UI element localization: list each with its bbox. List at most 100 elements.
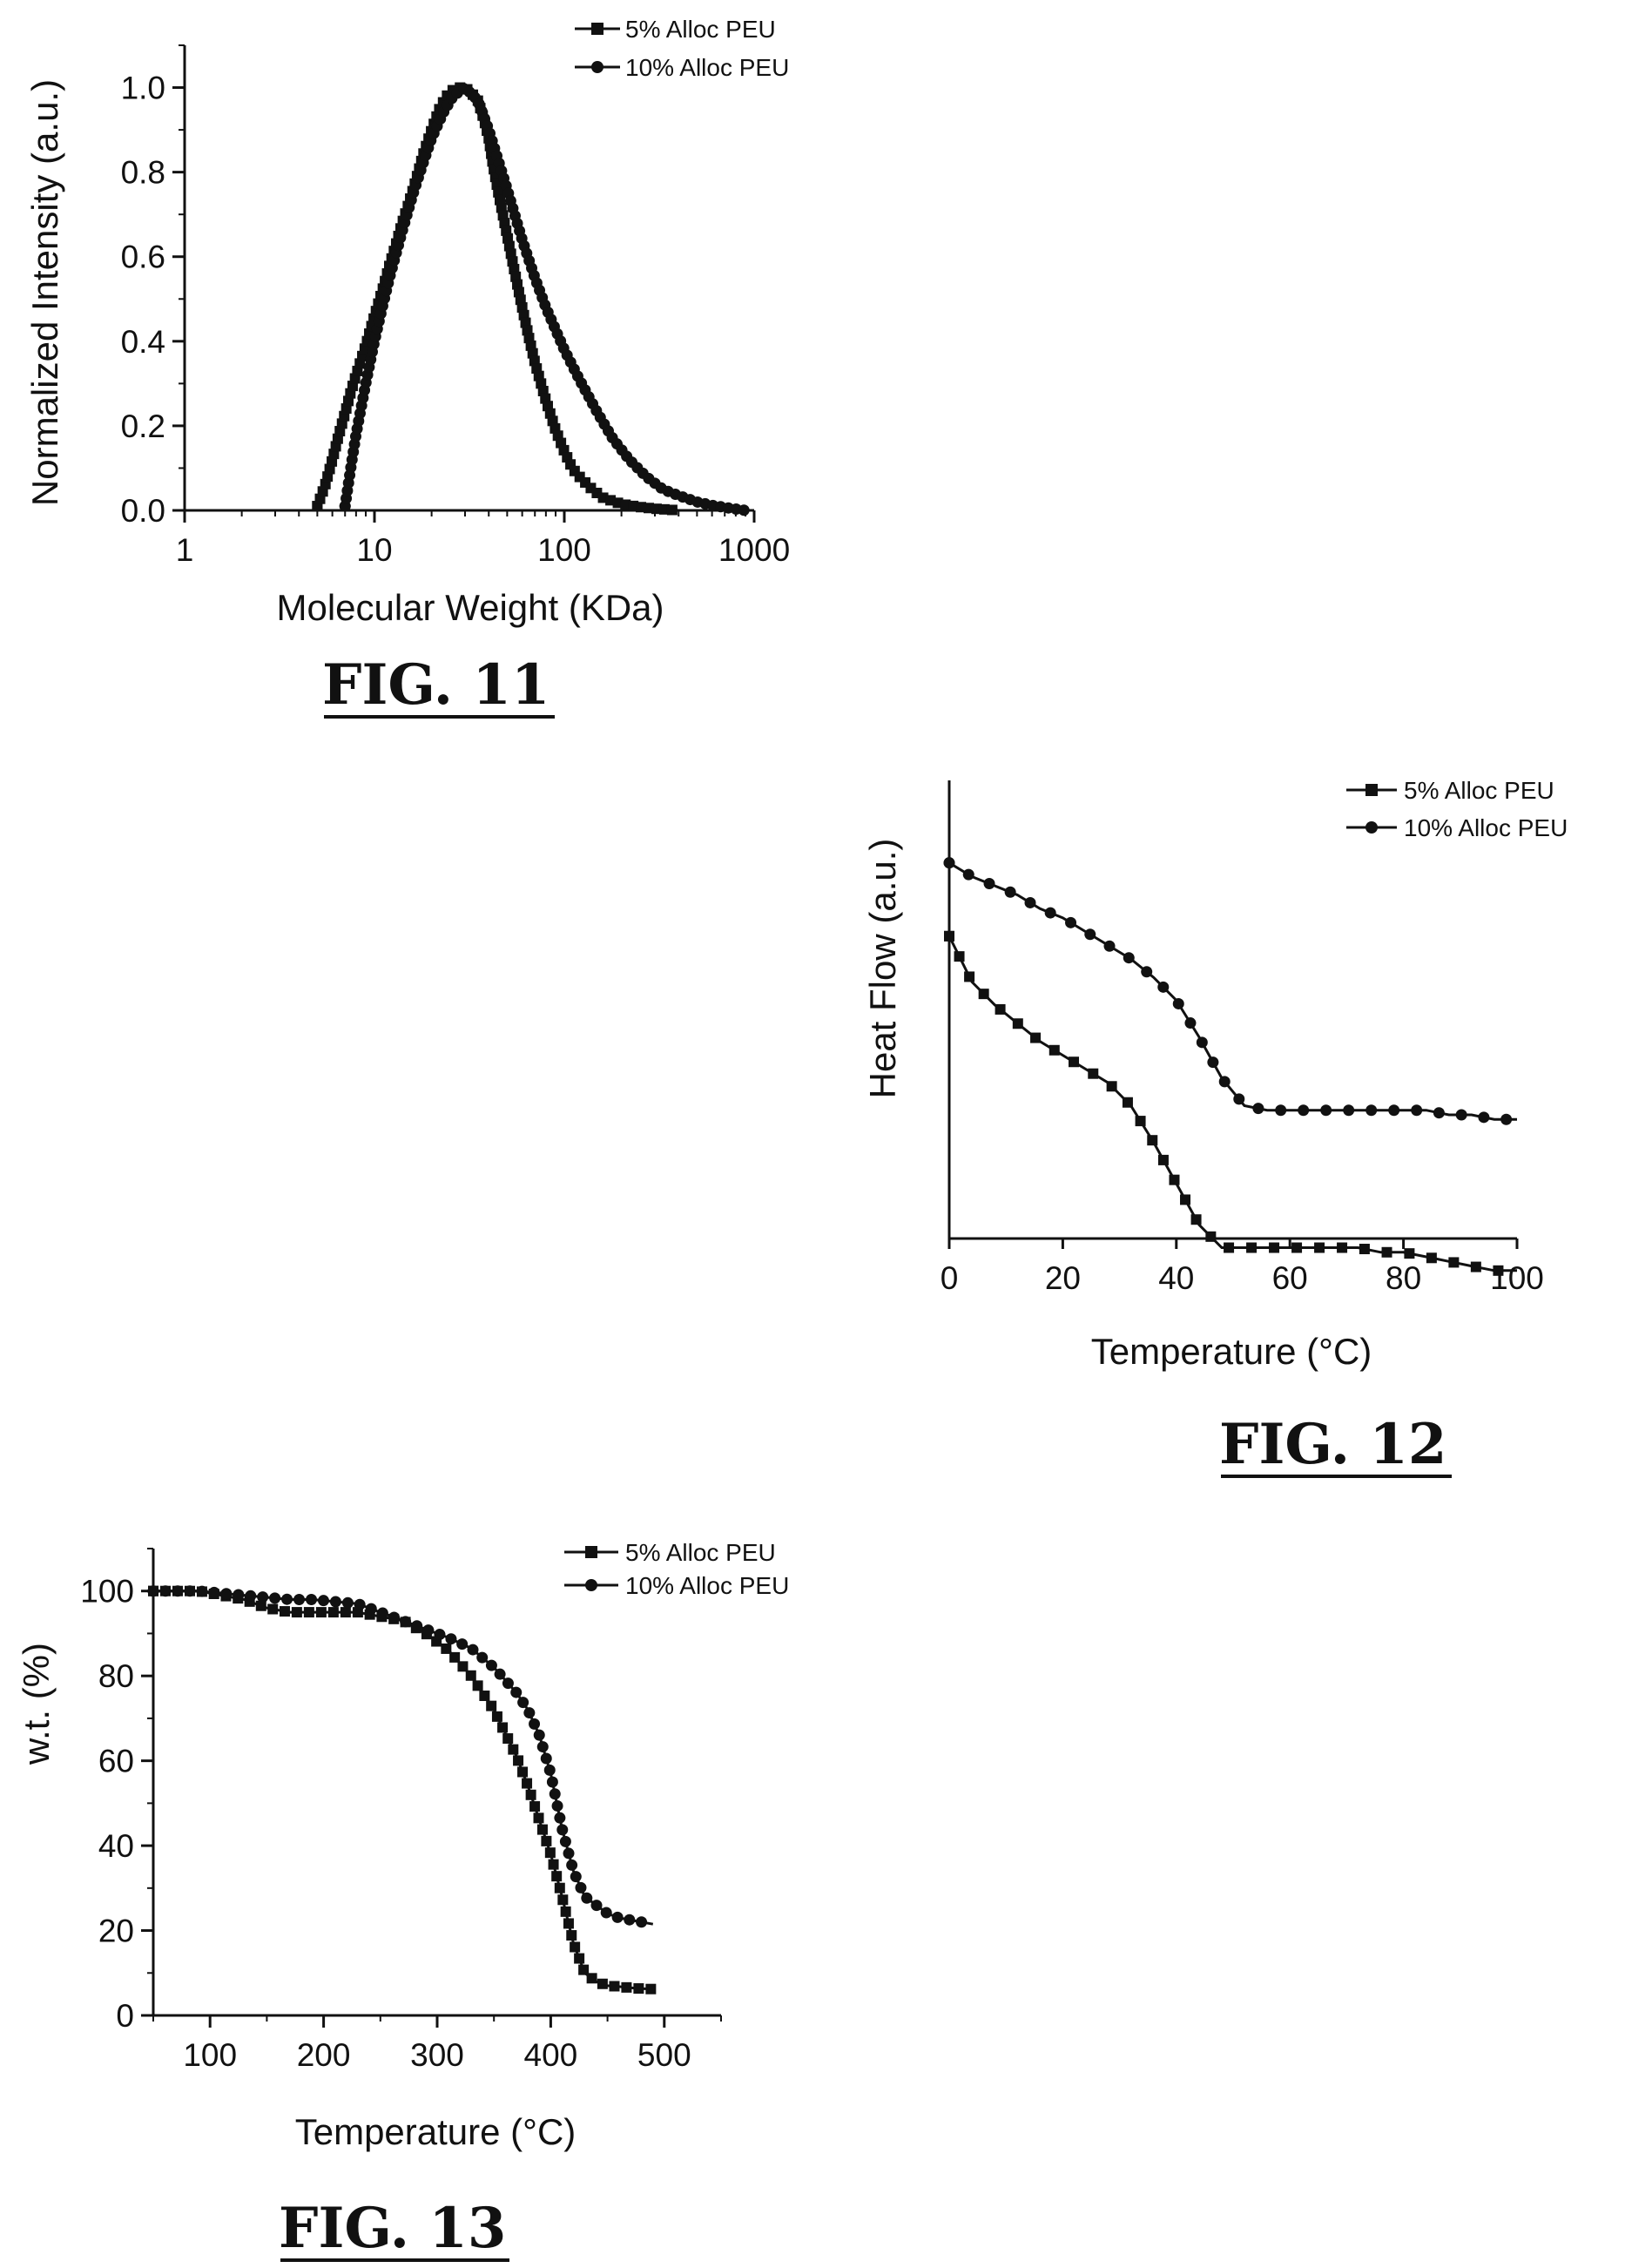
fig13-series-0-point: [621, 1981, 632, 1993]
fig12-legend-label-0: 5% Alloc PEU: [1404, 777, 1554, 804]
fig13-series-1-point: [317, 1595, 329, 1607]
fig13-series-0-point: [517, 1766, 529, 1778]
fig12-series-1-point: [1411, 1104, 1423, 1117]
fig13-series-1-point: [354, 1598, 366, 1610]
fig13-series-1-point: [445, 1633, 457, 1645]
fig13-series-1-point: [559, 1835, 571, 1847]
fig12-series-1-point: [962, 868, 974, 881]
fig12-series-0-point: [954, 951, 965, 962]
fig13-series-0-point: [560, 1906, 571, 1917]
fig12-series-1-point: [1065, 916, 1077, 928]
fig12-series-0-point: [1404, 1248, 1415, 1259]
fig13-series-0-point: [291, 1607, 302, 1618]
fig12-series-0-point: [1337, 1242, 1348, 1253]
fig11-legend-label-1: 10% Alloc PEU: [625, 54, 789, 81]
fig12-series-1-point: [1233, 1093, 1245, 1105]
fig13-series-1-point: [600, 1907, 612, 1919]
fig13-series-0-point: [597, 1978, 608, 1989]
fig12-series-1-point: [1196, 1036, 1208, 1049]
fig13-series-1-point: [494, 1668, 506, 1680]
fig13-series-0-point: [522, 1778, 533, 1789]
fig11-y-tick-label: 1.0: [121, 71, 165, 106]
fig13-series-1-point: [546, 1776, 558, 1788]
fig13-series-0-point: [497, 1722, 509, 1733]
fig13-series-1-point: [502, 1677, 514, 1690]
fig13-series-0-point: [327, 1607, 339, 1618]
fig13-series-0-point: [513, 1755, 524, 1766]
fig12-series-1-point: [983, 878, 995, 890]
fig12-series-1-line: [948, 861, 1517, 1121]
fig13-series-0-point: [486, 1700, 497, 1711]
fig13-series-0-point: [315, 1607, 327, 1618]
fig13-y-axis-title: w.t. (%): [16, 1643, 57, 1765]
fig13-y-tick-label: 80: [98, 1658, 134, 1694]
fig12-series-0-point: [1122, 1097, 1133, 1108]
fig13-series-0-line: [153, 1590, 653, 1991]
fig11-legend-marker-1: [591, 61, 603, 73]
fig12-series-0-point: [1426, 1252, 1437, 1264]
fig13-series-1-point: [365, 1603, 377, 1615]
fig13-series-0-point: [529, 1801, 541, 1812]
fig13-series-1-point: [196, 1585, 208, 1597]
fig12-series-0-point: [1135, 1116, 1146, 1127]
fig13-series-1-point: [540, 1752, 552, 1765]
fig13-series-0-point: [551, 1871, 563, 1882]
fig12-series-1-point: [1184, 1017, 1197, 1029]
fig12-legend-marker-0: [1365, 784, 1378, 796]
fig12-series-1-point: [1172, 997, 1184, 1009]
fig13-series-1-point: [245, 1590, 257, 1602]
fig13-plot-area: 100 200 300 400 500 0 20 40 60 80 100: [80, 1548, 722, 2073]
fig13-series-0-point: [255, 1600, 266, 1611]
fig13-series-1-point: [551, 1799, 563, 1812]
fig11-legend: 5% Alloc PEU 10% Alloc PEU: [575, 16, 789, 81]
fig13-series-1-point: [554, 1812, 566, 1824]
fig11-caption: FIG. 11: [322, 652, 550, 718]
fig12-series-1-point: [1207, 1056, 1219, 1069]
fig12-series-0-point: [1180, 1194, 1191, 1205]
fig13-series-1-point: [257, 1591, 269, 1603]
fig12-x-axis-title: Temperature (°C): [1091, 1331, 1372, 1372]
fig13-series-1-point: [376, 1607, 388, 1619]
fig12-series-1-point: [1084, 928, 1096, 941]
fig13-series-1-point: [575, 1881, 587, 1893]
fig12-x-tick-label: 60: [1272, 1260, 1308, 1296]
fig13-series-0-point: [570, 1941, 581, 1953]
fig11-y-tick-label: 0.8: [121, 155, 165, 191]
fig13-series-1-point: [533, 1729, 545, 1741]
fig13-series-1-point: [159, 1585, 172, 1597]
fig13-legend-label-0: 5% Alloc PEU: [625, 1539, 776, 1566]
fig13-series-1-point: [269, 1592, 281, 1604]
fig11-x-tick-label: 100: [537, 532, 591, 568]
fig12-series-0-point: [1012, 1018, 1023, 1029]
fig13-series-1-point: [184, 1585, 196, 1597]
fig12-series-1-point: [1365, 1104, 1378, 1117]
fig12-series-0-point: [1030, 1032, 1042, 1043]
fig12-series-0-point: [944, 930, 954, 942]
fig13-y-tick-label: 20: [98, 1914, 134, 1949]
fig12-series-1-point: [1218, 1076, 1231, 1088]
fig13-series-0-point: [449, 1651, 461, 1663]
fig13-series-0-point: [340, 1607, 351, 1618]
fig12-series-1-point: [1478, 1111, 1490, 1124]
fig13-series-0-point: [536, 1824, 548, 1835]
fig12-series-0-point: [1381, 1246, 1392, 1258]
fig13-series-0-point: [303, 1607, 314, 1618]
fig13-y-tick-label: 40: [98, 1828, 134, 1864]
fig13-series-0-point: [267, 1603, 279, 1615]
fig12-series-1-point: [1157, 981, 1170, 993]
fig12-plot-area: 0 20 40 60 80 100: [941, 780, 1544, 1296]
fig13-series-0-point: [457, 1661, 469, 1672]
fig13-series-0-point: [548, 1859, 559, 1870]
fig13-x-tick-label: 200: [297, 2037, 351, 2073]
fig12-chart: 0 20 40 60 80 100 Temperature (°C) Heat Flow …: [862, 777, 1568, 1478]
fig13-x-tick-label: 500: [637, 2037, 691, 2073]
fig13-series-0-point: [279, 1606, 290, 1617]
fig12-legend-label-1: 10% Alloc PEU: [1404, 814, 1568, 841]
fig13-series-0-point: [502, 1733, 514, 1745]
fig13-series-0-point: [441, 1643, 452, 1654]
fig13-series-0-point: [479, 1691, 490, 1702]
fig12-series-1-point: [1343, 1104, 1355, 1117]
fig11-y-tick-label: 0.0: [121, 493, 165, 529]
fig13-series-1-point: [388, 1611, 400, 1623]
